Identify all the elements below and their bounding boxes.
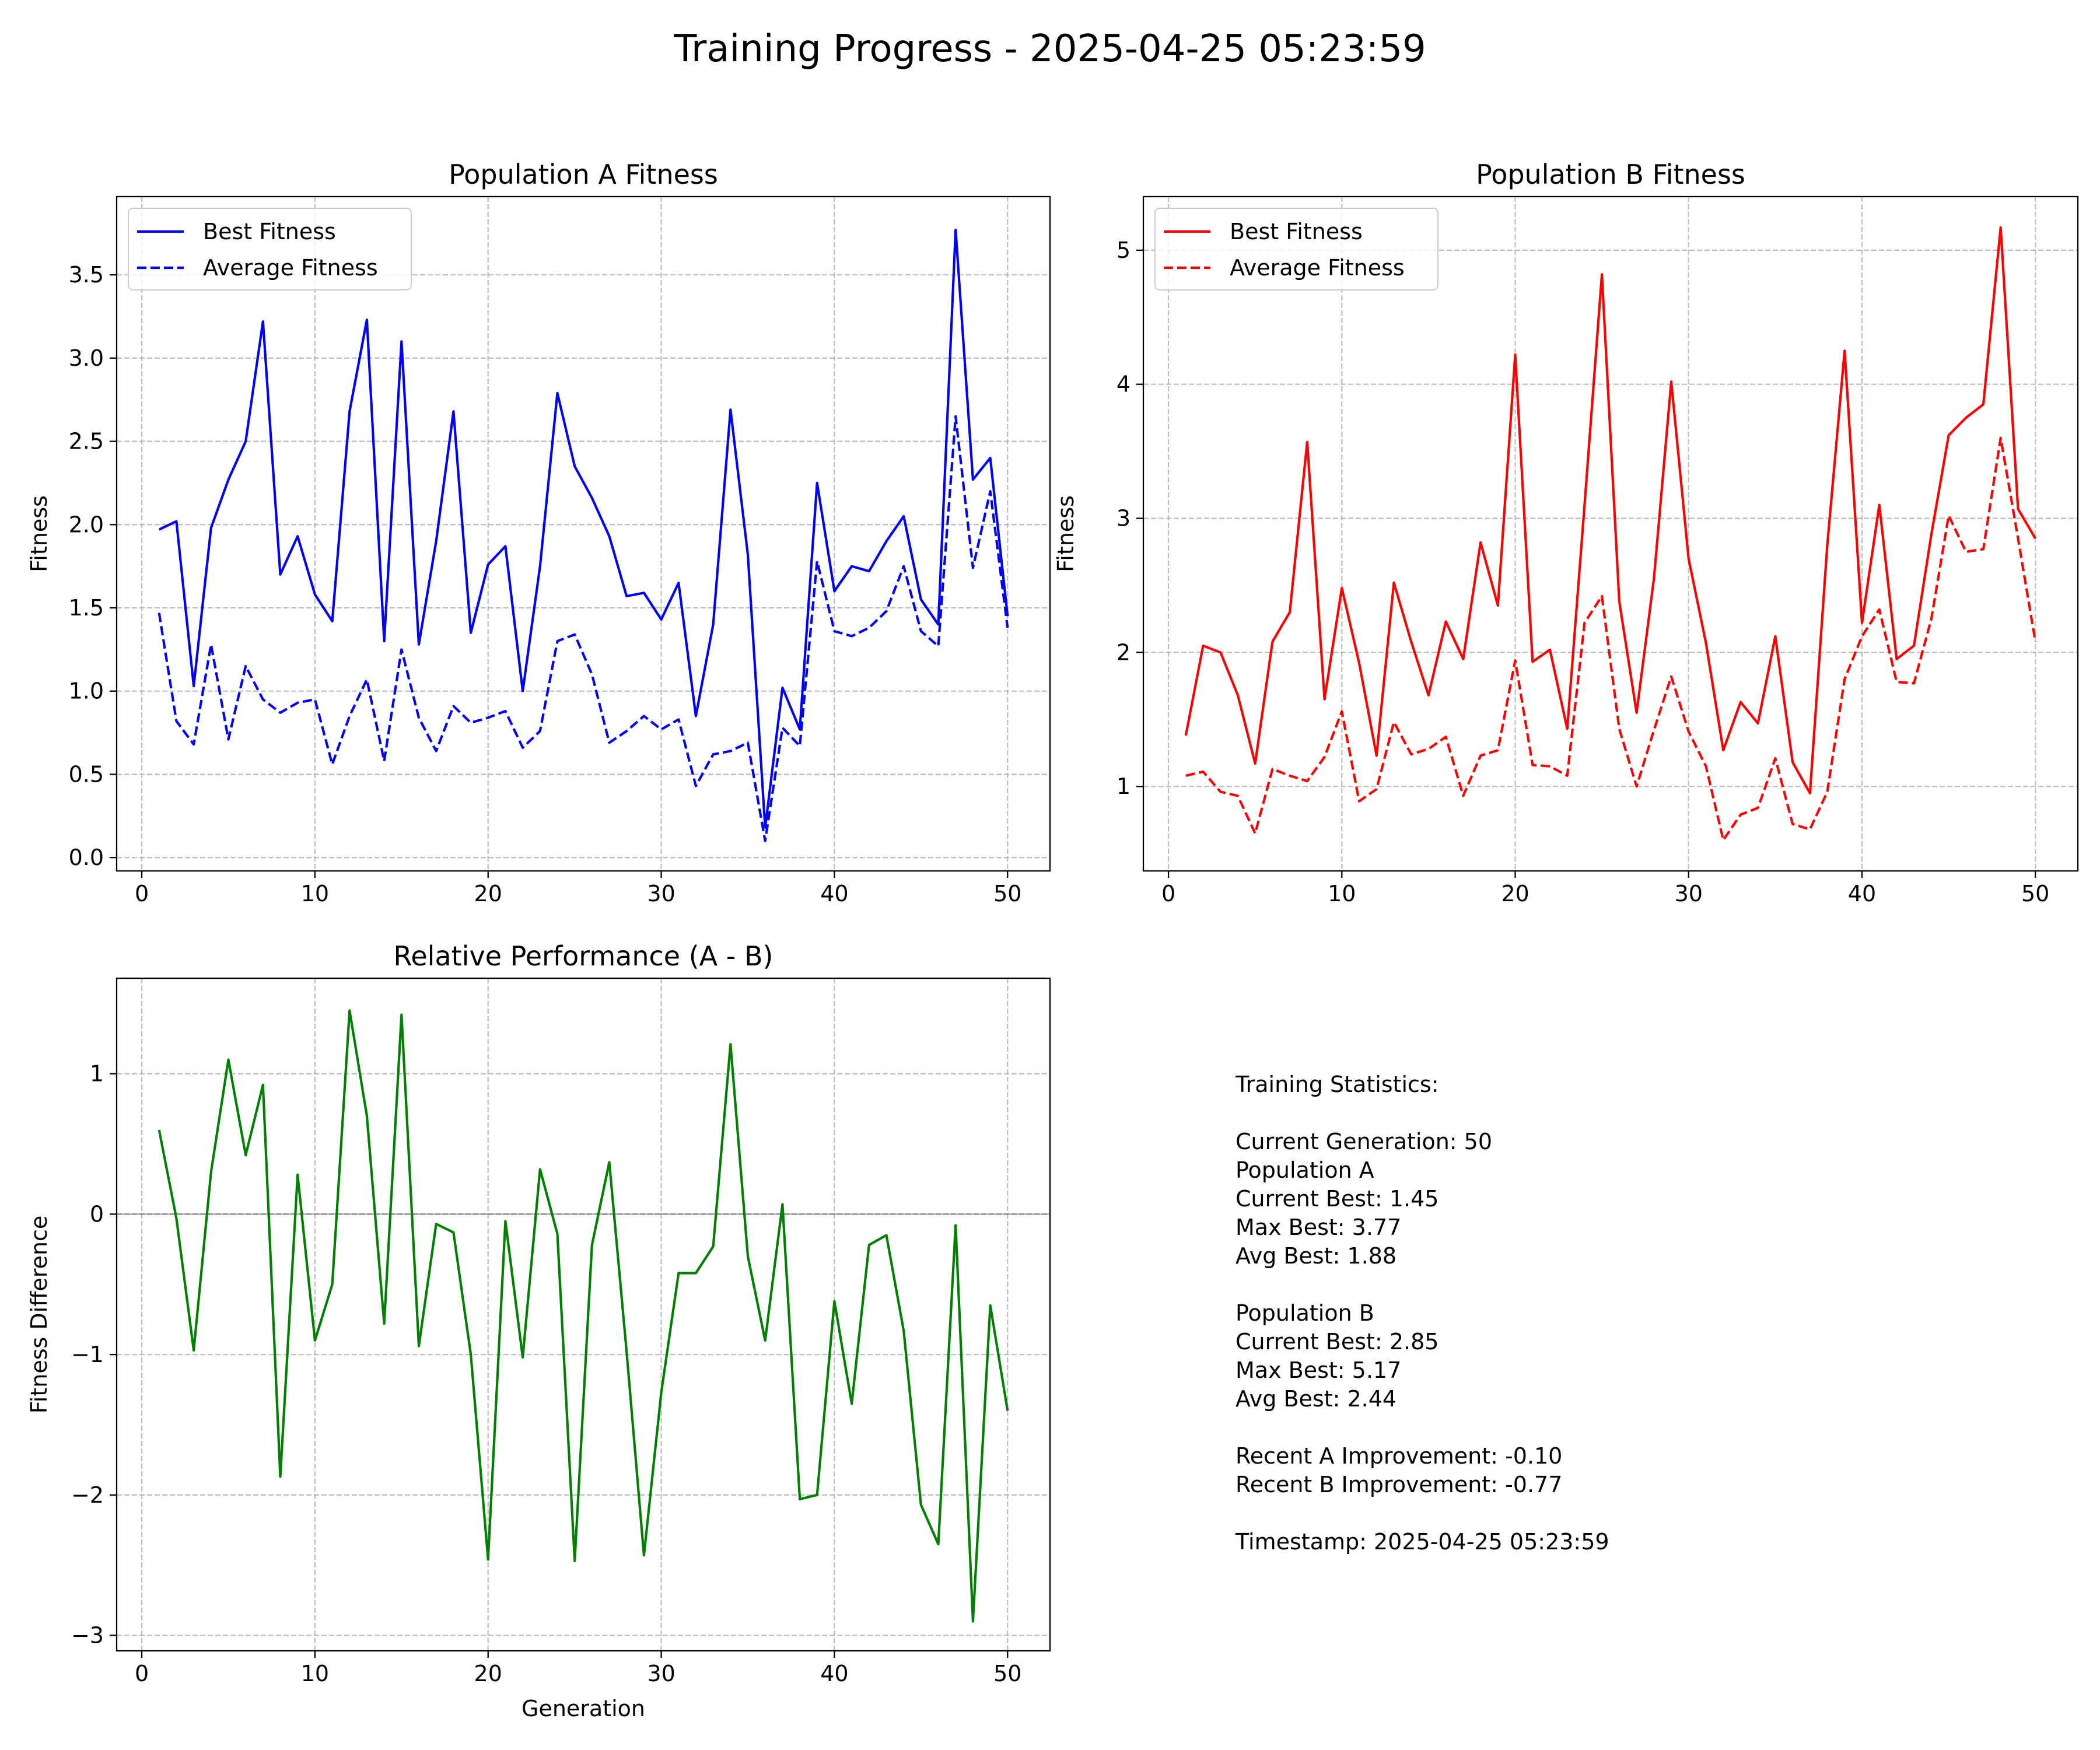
x-tick-label: 10	[301, 1661, 329, 1686]
stats-line: Timestamp: 2025-04-25 05:23:59	[1235, 1529, 1609, 1555]
plot-frame	[116, 195, 1051, 872]
legend-box	[1154, 208, 1438, 290]
chart-panel-2: 0 10 20 30 40 50 1 2 3 4 5 Population B Fitness Fitn…	[1053, 159, 2079, 907]
x-tick-label: 50	[993, 1661, 1021, 1686]
stats-line: Current Best: 1.45	[1236, 1186, 1438, 1212]
y-axis-label: Fitness	[1053, 495, 1079, 572]
x-tick-label: 10	[1328, 881, 1356, 907]
y-tick-label: 2.0	[69, 512, 104, 537]
stats-line: Recent A Improvement: -0.10	[1236, 1443, 1562, 1469]
legend-box	[128, 208, 412, 290]
legend-label: Best Fitness	[203, 219, 336, 244]
y-tick-label: 2	[1116, 639, 1130, 665]
x-tick-label: 40	[820, 881, 848, 907]
y-tick-label: 0.5	[69, 761, 104, 787]
series-line-best-fitness	[1184, 226, 2037, 794]
y-tick-label: 0	[90, 1201, 104, 1227]
y-tick-label: −1	[71, 1342, 104, 1367]
plot-frame	[1142, 195, 2079, 872]
y-tick-label: −2	[71, 1482, 104, 1508]
stats-line: Current Best: 2.85	[1236, 1329, 1438, 1354]
x-tick-label: 0	[135, 881, 149, 907]
x-tick-label: 30	[647, 881, 675, 907]
training-statistics: Training Statistics: Current Generation: …	[1235, 1072, 1609, 1555]
y-tick-label: 1.5	[69, 595, 104, 621]
y-tick-label: 3.5	[69, 262, 104, 288]
stats-line: Avg Best: 2.44	[1236, 1386, 1396, 1412]
stats-line: Recent B Improvement: -0.77	[1236, 1472, 1562, 1497]
legend: Best Fitness Average Fitness	[1154, 208, 1438, 290]
series-line-average-fitness	[158, 415, 1009, 842]
y-axis-label: Fitness Difference	[26, 1216, 52, 1414]
plot-frame	[116, 977, 1051, 1652]
figure-title: Training Progress - 2025-04-25 05:23:59	[673, 27, 1426, 71]
chart-panel-1: 0 10 20 30 40 50 0.0 0.5 1.0 1.5 2.0 2.5 3.0 3.5 Popul…	[26, 159, 1051, 907]
x-tick-label: 40	[1848, 881, 1876, 907]
x-tick-label: 0	[1161, 881, 1175, 907]
x-axis-label: Generation	[522, 1696, 645, 1721]
stats-line: Current Generation: 50	[1236, 1129, 1492, 1154]
chart-title: Population B Fitness	[1476, 159, 1745, 190]
x-tick-label: 50	[993, 881, 1021, 907]
y-axis-label: Fitness	[26, 495, 52, 572]
series-line-average-fitness	[1185, 436, 2037, 842]
y-tick-label: −3	[71, 1623, 104, 1648]
y-tick-label: 3	[1116, 506, 1130, 531]
x-tick-label: 20	[474, 1661, 502, 1686]
x-tick-label: 20	[474, 881, 502, 907]
x-tick-label: 50	[2021, 881, 2049, 907]
stats-line: Population A	[1236, 1157, 1374, 1183]
x-tick-label: 10	[301, 881, 329, 907]
legend-label: Average Fitness	[203, 255, 378, 281]
stats-line: Max Best: 5.17	[1236, 1357, 1401, 1383]
series-line-difference	[158, 1009, 1009, 1623]
stats-line: Avg Best: 1.88	[1236, 1243, 1396, 1269]
stats-line: Training Statistics:	[1235, 1072, 1439, 1097]
charts: 0 10 20 30 40 500.00.51.01.52.02.53.03.5Popul…	[26, 159, 2079, 1721]
x-tick-label: 20	[1501, 881, 1529, 907]
y-tick-label: 2.5	[69, 429, 104, 454]
y-tick-label: 4	[1116, 372, 1130, 397]
stats-line: Max Best: 3.77	[1236, 1214, 1401, 1240]
y-tick-label: 3.0	[69, 345, 104, 371]
y-tick-label: 5	[1116, 237, 1130, 263]
legend-label: Best Fitness	[1230, 219, 1363, 244]
x-tick-label: 30	[647, 1661, 675, 1686]
series-line-best-fitness	[158, 229, 1009, 829]
stats-line: Population B	[1236, 1300, 1374, 1326]
y-tick-label: 0.0	[69, 845, 104, 870]
y-tick-label: 1	[90, 1061, 104, 1087]
chart-title: Population A Fitness	[449, 159, 718, 190]
x-tick-label: 30	[1675, 881, 1703, 907]
chart-title: Relative Performance (A - B)	[393, 940, 773, 972]
x-tick-label: 0	[135, 1661, 149, 1686]
y-tick-label: 1	[1116, 774, 1130, 799]
y-tick-label: 1.0	[69, 678, 104, 704]
x-tick-label: 40	[820, 1661, 848, 1686]
legend: Best Fitness Average Fitness	[128, 208, 412, 290]
legend-label: Average Fitness	[1230, 255, 1405, 281]
